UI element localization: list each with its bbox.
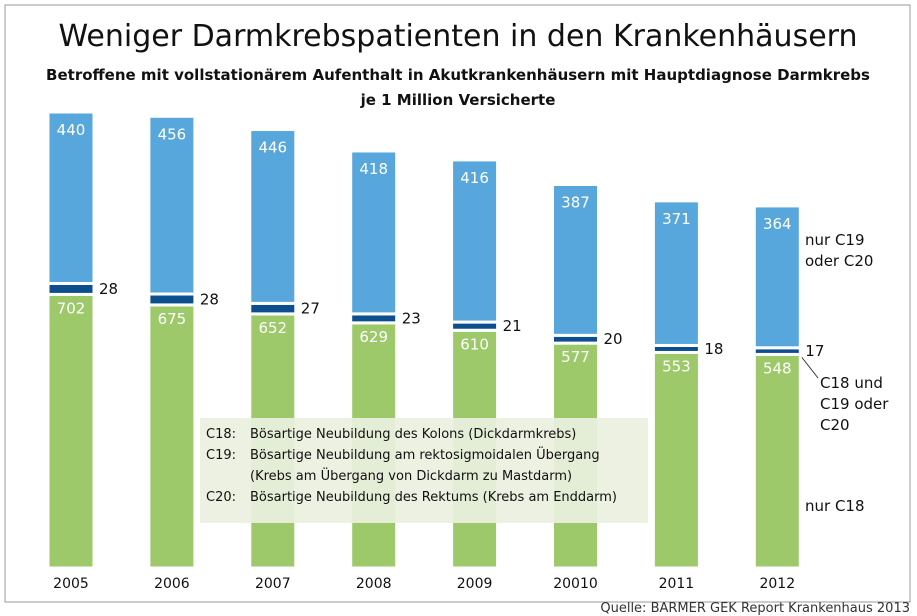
- value-label: 23: [402, 309, 421, 327]
- frame: [4, 4, 911, 603]
- subtitle: je 1 Million Versicherte: [360, 91, 556, 109]
- value-label: 21: [503, 317, 522, 335]
- bar-segment: [147, 292, 197, 307]
- value-label: 28: [99, 280, 118, 298]
- value-label: 553: [662, 357, 691, 375]
- value-label: 440: [57, 121, 86, 139]
- note-text: Bösartige Neubildung am rektosigmoidalen…: [250, 448, 600, 463]
- note-code: C19:: [206, 448, 236, 463]
- bar-segment: [349, 149, 399, 316]
- value-label: 548: [763, 359, 792, 377]
- note: C18: Bösartige Neubildung des Kolons (Dic…: [206, 424, 576, 445]
- legend-label: nur C19 oder C20: [805, 231, 874, 270]
- value-label: 652: [258, 319, 287, 337]
- bar-segment: [450, 158, 500, 324]
- value-label: 18: [704, 340, 723, 358]
- bar-segment: [551, 182, 600, 337]
- leader-line: [799, 354, 819, 379]
- bar-segment: [46, 281, 96, 296]
- legend-label: C18 und C19 oder C20: [820, 374, 889, 434]
- value-label: 27: [301, 300, 320, 318]
- note-code: C20:: [206, 490, 236, 505]
- x-tick-label: 2007: [255, 576, 291, 592]
- x-tick-label: 2005: [53, 576, 89, 592]
- value-label: 577: [561, 348, 590, 366]
- bar-segment: [651, 350, 701, 570]
- x-tick-label: 2009: [457, 576, 493, 592]
- legend-label: nur C18: [805, 497, 865, 515]
- value-label: 371: [662, 210, 691, 228]
- note-box: [200, 418, 648, 523]
- note-code: C18:: [206, 427, 236, 442]
- value-label: 702: [57, 299, 86, 317]
- bar-segment: [147, 114, 197, 296]
- bar-segment: [46, 292, 96, 570]
- x-tick-label: 2012: [759, 576, 795, 592]
- source: Quelle: BARMER GEK Report Krankenhaus 20…: [600, 601, 910, 616]
- value-label: 416: [460, 169, 489, 187]
- x-tick-label: 2011: [659, 576, 695, 592]
- value-label: 456: [158, 125, 187, 143]
- subtitle: Betroffene mit vollstationärem Aufenthal…: [46, 66, 870, 84]
- bar-segment: [752, 204, 802, 350]
- x-tick-label: 2008: [356, 576, 392, 592]
- x-tick-label: 20010: [553, 576, 598, 592]
- note: C19: Bösartige Neubildung am rektosigmoid…: [206, 445, 600, 487]
- bar-segment: [248, 301, 298, 316]
- value-label: 446: [258, 139, 287, 157]
- value-label: 610: [460, 335, 489, 353]
- value-label: 20: [604, 330, 623, 348]
- note-text: Bösartige Neubildung des Rektums (Krebs …: [250, 490, 617, 505]
- value-label: 364: [763, 215, 792, 233]
- bar-segment: [46, 110, 96, 285]
- value-label: 387: [561, 193, 590, 211]
- bar-segment: [248, 128, 298, 305]
- value-label: 28: [200, 290, 219, 308]
- chart-title: Weniger Darmkrebspatienten in den Kranke…: [59, 19, 858, 54]
- bar-segment: [651, 199, 701, 347]
- bar-segment: [752, 352, 802, 570]
- note: C20: Bösartige Neubildung des Rektums (Kr…: [206, 487, 617, 508]
- value-label: 629: [359, 328, 388, 346]
- value-label: 675: [158, 310, 187, 328]
- x-tick-label: 2006: [154, 576, 190, 592]
- value-label: 418: [359, 160, 388, 178]
- note-text: Bösartige Neubildung des Kolons (Dickdar…: [250, 427, 577, 442]
- note-text: (Krebs am Übergang von Dickdarm zu Mastd…: [250, 469, 573, 484]
- value-label: 17: [805, 342, 824, 360]
- bar-segment: [147, 303, 197, 570]
